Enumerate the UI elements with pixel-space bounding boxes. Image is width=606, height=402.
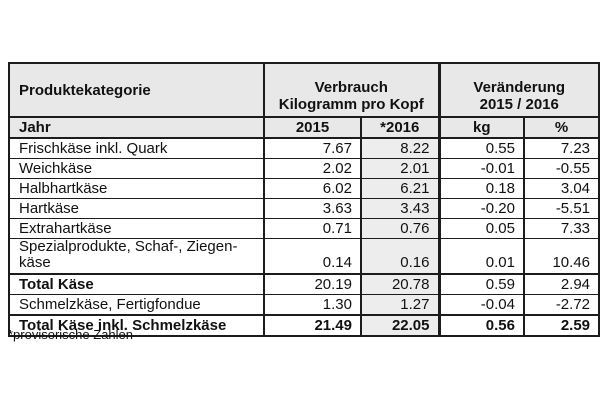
table-row-spezialprodukte: Spezialprodukte, Schaf-, Ziegen- käse 0.… [9, 238, 600, 274]
header-group-veraenderung: Veränderung 2015 / 2016 [437, 63, 600, 117]
cell-percent: 7.33 [522, 218, 600, 239]
cell-label: Total Käse [9, 273, 264, 295]
cell-percent: 2.59 [522, 314, 600, 336]
subheader-kg: kg [437, 116, 524, 138]
table-row-hartkaese: Hartkäse 3.63 3.43 -0.20 -5.51 [9, 198, 600, 219]
cell-kg: 0.01 [437, 238, 524, 274]
footnote: *provisorische Zahlen [8, 327, 134, 342]
cell-percent: 10.46 [522, 238, 600, 274]
cell-label: Frischkäse inkl. Quark [9, 137, 264, 159]
subheader-percent: % [522, 116, 600, 138]
cell-label: Total Käse inkl. Schmelzkäse [9, 314, 264, 336]
cell-2015: 7.67 [263, 137, 361, 159]
table-row-schmelzkaese: Schmelzkäse, Fertigfondue 1.30 1.27 -0.0… [9, 294, 600, 315]
cell-2016: 1.27 [360, 294, 439, 315]
cell-2015: 2.02 [263, 158, 361, 179]
subheader-2015: 2015 [263, 116, 361, 138]
cell-2016: 3.43 [360, 198, 439, 219]
cell-2015: 6.02 [263, 178, 361, 199]
cell-label: Hartkäse [9, 198, 264, 219]
cell-2015: 3.63 [263, 198, 361, 219]
cell-2016: 0.16 [360, 238, 439, 274]
table-row-total-inkl-schmelzkaese: Total Käse inkl. Schmelzkäse 21.49 22.05… [9, 314, 600, 336]
cell-label: Schmelzkäse, Fertigfondue [9, 294, 264, 315]
cell-2016: 6.21 [360, 178, 439, 199]
cell-2016: 20.78 [360, 273, 439, 295]
cell-kg: 0.56 [437, 314, 524, 336]
table-row-weichkaese: Weichkäse 2.02 2.01 -0.01 -0.55 [9, 158, 600, 179]
cell-label: Extrahartkäse [9, 218, 264, 239]
cell-2015: 1.30 [263, 294, 361, 315]
cell-percent: -5.51 [522, 198, 600, 219]
cell-2015: 0.14 [263, 238, 361, 274]
cell-kg: -0.04 [437, 294, 524, 315]
cell-2015: 21.49 [263, 314, 361, 336]
cell-2015: 20.19 [263, 273, 361, 295]
table-header-group-row: Produktekategorie Verbrauch Kilogramm pr… [9, 63, 600, 117]
cell-2016: 22.05 [360, 314, 439, 336]
cell-2016: 0.76 [360, 218, 439, 239]
cell-kg: 0.18 [437, 178, 524, 199]
cell-2016: 8.22 [360, 137, 439, 159]
cell-2015: 0.71 [263, 218, 361, 239]
cell-percent: 3.04 [522, 178, 600, 199]
table-row-extrahartkaese: Extrahartkäse 0.71 0.76 0.05 7.33 [9, 218, 600, 239]
cell-kg: 0.05 [437, 218, 524, 239]
cell-kg: -0.01 [437, 158, 524, 179]
subheader-jahr: Jahr [9, 116, 264, 138]
cell-percent: -0.55 [522, 158, 600, 179]
cell-kg: 0.59 [437, 273, 524, 295]
header-group-verbrauch: Verbrauch Kilogramm pro Kopf [263, 63, 439, 117]
table-row-total-kaese: Total Käse 20.19 20.78 0.59 2.94 [9, 273, 600, 295]
cell-kg: -0.20 [437, 198, 524, 219]
table-row-frischkaese: Frischkäse inkl. Quark 7.67 8.22 0.55 7.… [9, 137, 600, 159]
cell-percent: -2.72 [522, 294, 600, 315]
cell-percent: 7.23 [522, 137, 600, 159]
cell-2016: 2.01 [360, 158, 439, 179]
cell-kg: 0.55 [437, 137, 524, 159]
table-row-halbhartkaese: Halbhartkäse 6.02 6.21 0.18 3.04 [9, 178, 600, 199]
cell-label: Spezialprodukte, Schaf-, Ziegen- käse [9, 238, 264, 274]
header-produktekategorie: Produktekategorie [9, 63, 264, 117]
kaese-verbrauch-table: Produktekategorie Verbrauch Kilogramm pr… [8, 62, 601, 337]
cell-label: Halbhartkäse [9, 178, 264, 199]
cell-label: Weichkäse [9, 158, 264, 179]
cell-percent: 2.94 [522, 273, 600, 295]
table-subheader-row: Jahr 2015 *2016 kg % [9, 116, 600, 138]
subheader-2016: *2016 [360, 116, 439, 138]
